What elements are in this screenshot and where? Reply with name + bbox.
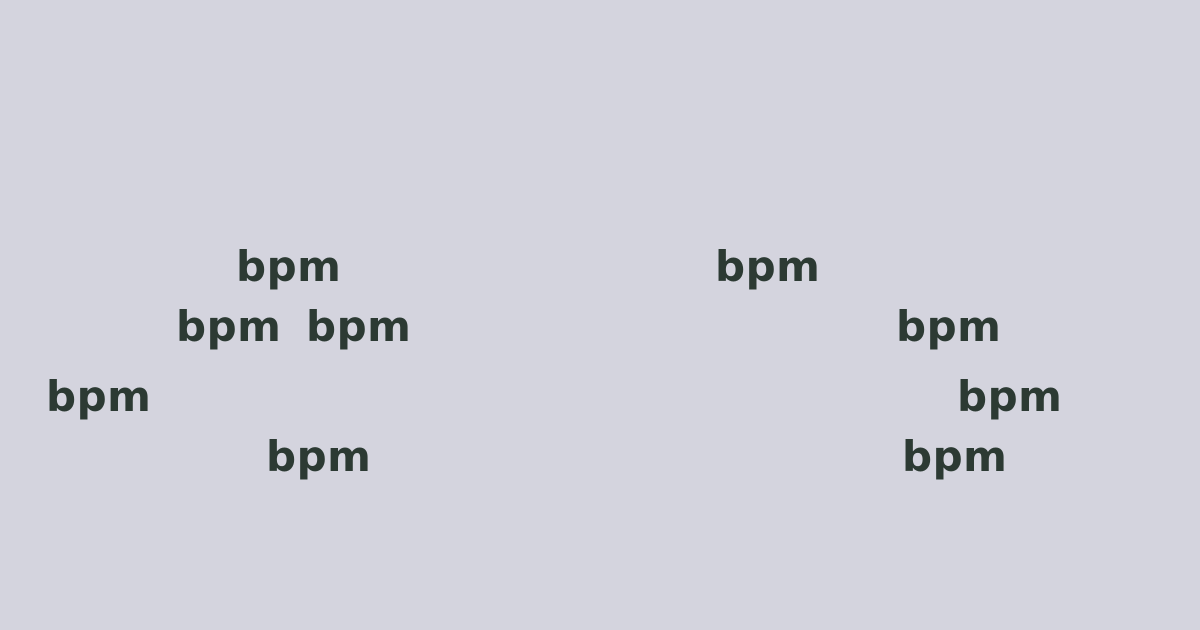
bpm-label: bpm — [46, 372, 152, 421]
bpm-label: bpm — [896, 302, 1002, 351]
bpm-label: bpm — [266, 432, 372, 481]
bpm-label: bpm — [902, 432, 1008, 481]
bpm-label: bpm — [957, 372, 1063, 421]
bpm-label: bpm — [176, 302, 282, 351]
bpm-label: bpm — [236, 242, 342, 291]
bpm-label: bpm — [715, 242, 821, 291]
bpm-label: bpm — [306, 302, 412, 351]
